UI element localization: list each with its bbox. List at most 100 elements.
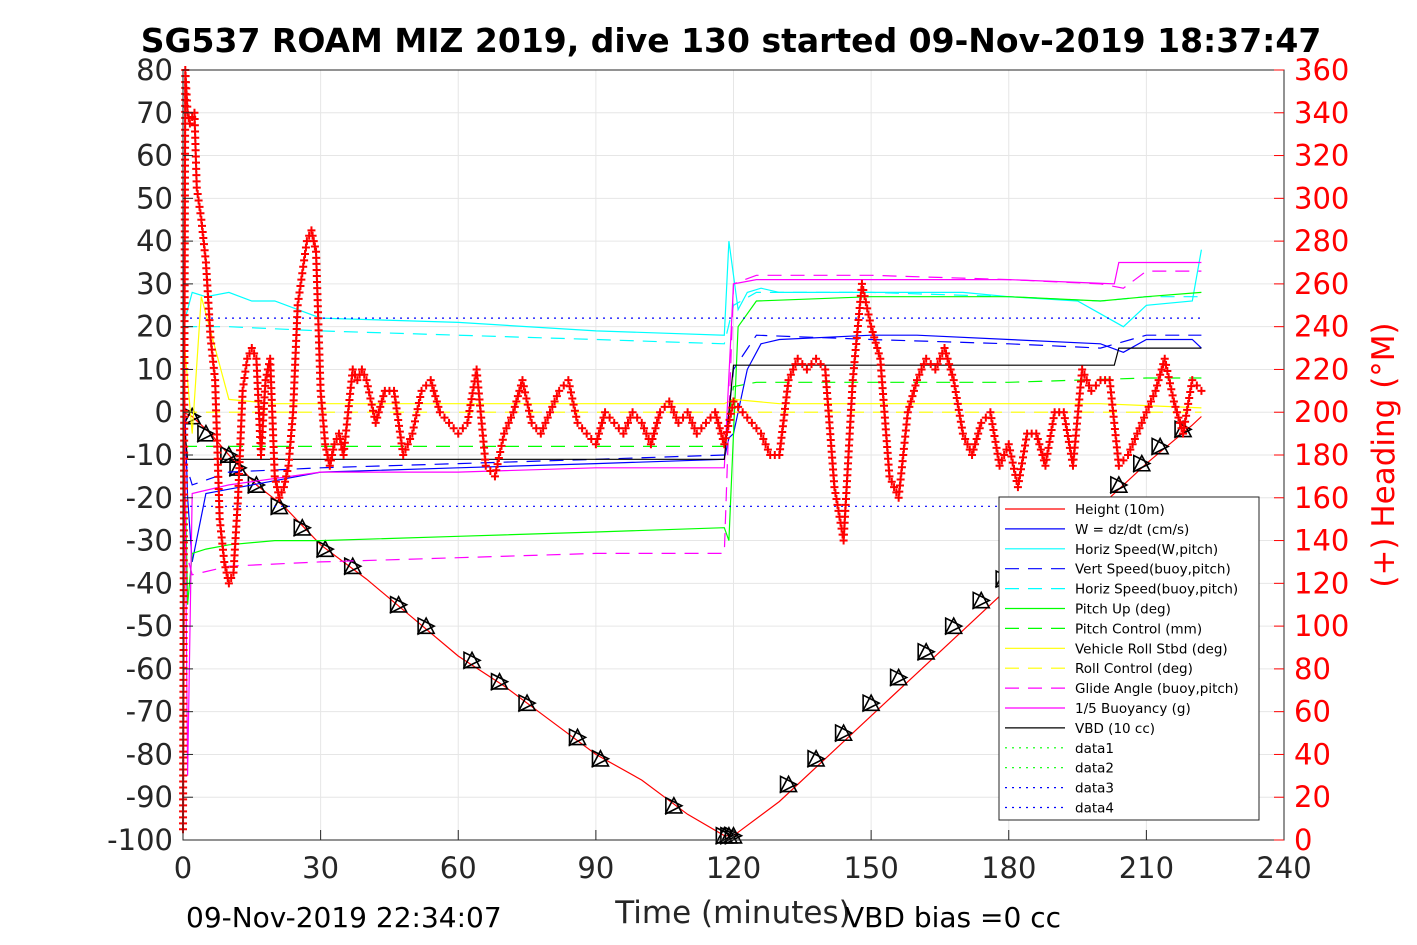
heading-point (961, 434, 970, 443)
heading-point (377, 397, 386, 406)
heading-point (496, 447, 505, 456)
heading-point (697, 424, 706, 433)
legend-label: data4 (1075, 801, 1114, 817)
heading-point (504, 418, 513, 427)
heading-point (726, 409, 735, 418)
heading-point (1009, 464, 1018, 473)
heading-point (1146, 397, 1155, 406)
heading-point (1186, 388, 1195, 397)
y2-tick-label: 80 (1294, 652, 1331, 686)
heading-point (908, 392, 917, 401)
heading-point (334, 429, 343, 438)
heading-point (834, 506, 843, 515)
heading-point (832, 494, 841, 503)
x-tick-label: 240 (1256, 851, 1311, 885)
heading-point (812, 354, 821, 363)
heading-point (568, 394, 577, 403)
heading-point (734, 402, 743, 411)
y-tick-label: -20 (126, 481, 173, 515)
heading-point (683, 408, 692, 417)
heading-point (890, 483, 899, 492)
heading-point (971, 440, 980, 449)
heading-point (250, 349, 259, 358)
heading-point (369, 406, 378, 415)
heading-point (793, 354, 802, 363)
dive-marker (315, 539, 336, 559)
heading-point (1000, 451, 1009, 459)
heading-point (365, 388, 374, 397)
heading-point (509, 408, 518, 417)
heading-point (1082, 376, 1091, 385)
y-tick-label: -80 (126, 737, 173, 771)
heading-point (909, 386, 918, 395)
heading-point (262, 370, 271, 379)
heading-point (449, 424, 458, 433)
heading-point (1080, 370, 1089, 379)
legend: Height (10m) W = dz/dt (cm/s) Horiz Speed(… (998, 496, 1260, 821)
heading-point (582, 429, 591, 438)
heading-point (623, 418, 632, 427)
heading-point (414, 399, 423, 408)
heading-point (413, 405, 422, 414)
dive-marker (1109, 475, 1129, 495)
heading-point (951, 388, 960, 397)
heading-point (859, 286, 868, 294)
heading-point (1183, 405, 1192, 414)
heading-point (913, 376, 921, 385)
legend-entry: Roll Control (deg) (1005, 661, 1193, 677)
y2-tick-label: 140 (1294, 524, 1349, 558)
heading-point (570, 406, 579, 415)
heading-point (512, 397, 521, 406)
heading-point (1014, 477, 1023, 486)
heading-point (885, 472, 894, 481)
heading-point (336, 434, 345, 443)
heading-point (1172, 408, 1181, 417)
heading-point (642, 429, 651, 438)
heading-point (1045, 437, 1054, 446)
heading-point (763, 445, 772, 454)
heading-point (432, 397, 441, 406)
heading-point (649, 429, 658, 438)
heading-point (1041, 461, 1050, 470)
heading-point (945, 360, 954, 369)
heading-point (601, 408, 610, 417)
legend-box (998, 496, 1260, 821)
heading-point (564, 376, 573, 385)
heading-point (807, 360, 816, 369)
heading-point (519, 382, 528, 391)
heading-point (454, 429, 463, 438)
heading-point (321, 440, 330, 449)
series-line-horiz-speed-w-pitch (182, 241, 1202, 336)
heading-point (507, 413, 516, 422)
legend-entry: Horiz Speed(buoy,pitch) (1005, 582, 1238, 598)
heading-point (868, 328, 877, 337)
heading-point (1137, 418, 1146, 427)
legend-entry: VBD (10 cc) (1005, 721, 1155, 737)
legend-entry: Glide Angle (buoy,pitch) (1005, 681, 1239, 697)
heading-point (997, 456, 1006, 465)
heading-point (403, 440, 412, 449)
legend-label: Pitch Up (deg) (1075, 602, 1171, 618)
heading-point (953, 399, 962, 408)
heading-point (373, 413, 382, 422)
heading-point (1033, 434, 1042, 443)
heading-point (950, 382, 959, 391)
dive-marker (971, 590, 992, 610)
heading-point (1128, 440, 1137, 449)
legend-label: Glide Angle (buoy,pitch) (1075, 681, 1239, 697)
dive-marker (664, 796, 684, 816)
heading-point (1174, 413, 1183, 422)
heading-point (1168, 391, 1177, 400)
heading-point (1114, 461, 1123, 470)
heading-point (860, 292, 869, 301)
heading-point (224, 579, 233, 588)
heading-point (1022, 435, 1031, 444)
dive-marker (916, 642, 936, 662)
heading-point (943, 354, 952, 363)
heading-point (429, 386, 438, 395)
heading-point (1008, 458, 1017, 467)
heading-point (434, 402, 443, 411)
heading-point (972, 434, 981, 443)
heading-point (243, 354, 252, 363)
y-tick-label: -90 (126, 780, 173, 814)
